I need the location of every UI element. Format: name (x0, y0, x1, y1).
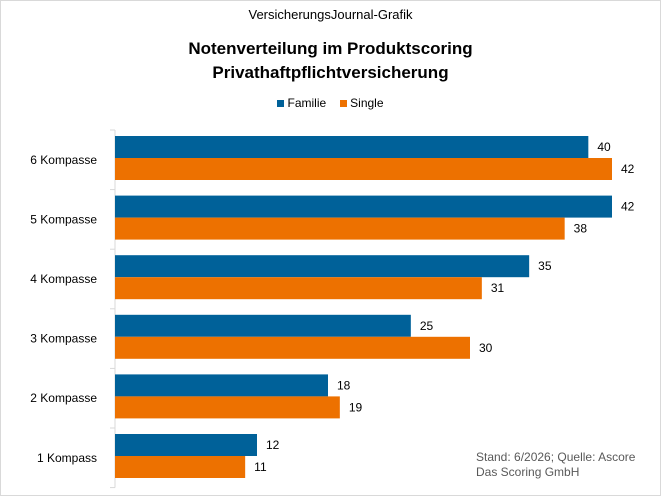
category-label: 2 Kompasse (30, 391, 97, 405)
category-label: 5 Kompasse (30, 212, 97, 226)
chart-title-line-1: Notenverteilung im Produktscoring (188, 39, 473, 58)
bar-single (115, 456, 246, 478)
category-label: 6 Kompasse (30, 153, 97, 167)
data-label: 31 (491, 281, 505, 295)
data-label: 11 (254, 460, 267, 474)
legend-label-familie: Familie (287, 96, 327, 110)
data-label: 35 (538, 259, 552, 273)
bar-familie (115, 195, 612, 218)
bar-familie (115, 314, 411, 337)
data-label: 18 (337, 378, 351, 392)
bar-familie (115, 255, 530, 278)
chart-title-line-2: Privathaftpflichtversicherung (212, 63, 449, 82)
category-label: 4 Kompasse (30, 272, 97, 286)
chart-source-label: VersicherungsJournal-Grafik (248, 7, 413, 22)
chart-title: Notenverteilung im Produktscoring Privat… (0, 37, 661, 85)
bar-single (115, 217, 565, 240)
data-label: 42 (621, 200, 635, 214)
legend-label-single: Single (350, 96, 384, 110)
source-note: Stand: 6/2026; Quelle: Ascore Das Scorin… (476, 450, 635, 480)
bar-single (115, 158, 612, 180)
bar-familie (115, 434, 257, 456)
data-label: 30 (479, 341, 493, 355)
data-label: 25 (420, 319, 434, 333)
data-label: 40 (597, 140, 611, 154)
bar-familie (115, 374, 328, 397)
category-label: 1 Kompass (37, 451, 97, 465)
legend-item-single: Single (340, 96, 384, 110)
data-label: 19 (349, 400, 363, 414)
bar-single (115, 277, 482, 300)
source-note-line-1: Stand: 6/2026; Quelle: Ascore (476, 450, 636, 464)
legend-swatch-single (340, 99, 348, 107)
bar-single (115, 336, 470, 359)
data-label: 38 (574, 222, 588, 236)
bar-familie (115, 136, 589, 158)
source-note-line-2: Das Scoring GmbH (476, 465, 580, 479)
chart-legend: Familie Single (0, 96, 661, 110)
legend-swatch-familie (277, 99, 285, 107)
legend-item-familie: Familie (277, 96, 326, 110)
bar-single (115, 396, 340, 419)
category-label: 3 Kompasse (30, 332, 97, 346)
data-label: 12 (266, 438, 280, 452)
data-label: 42 (621, 162, 635, 176)
